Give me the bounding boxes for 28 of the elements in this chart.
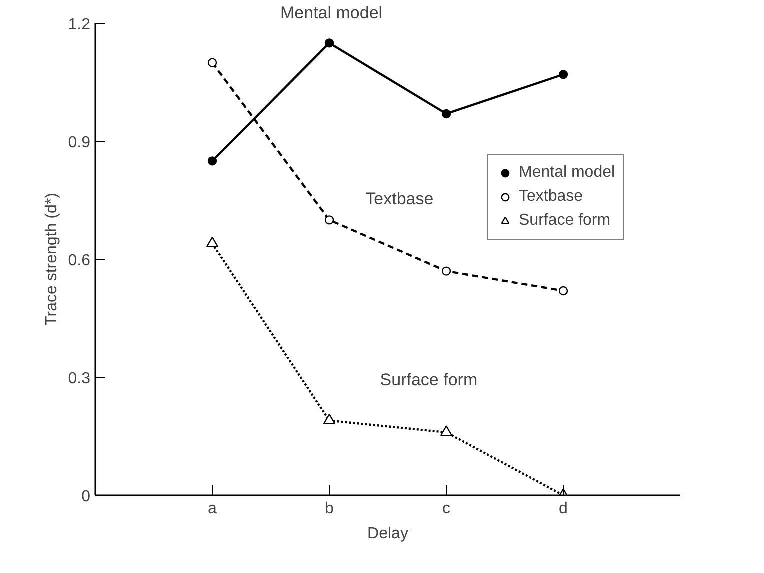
point <box>324 38 334 48</box>
point <box>442 109 452 119</box>
legend-label: Surface form <box>519 212 611 230</box>
point <box>440 426 453 436</box>
x-axis-title: Delay <box>368 526 408 542</box>
point <box>208 156 218 166</box>
y-tick-label: 0.3 <box>68 370 91 388</box>
y-tick-label: 0 <box>82 488 91 506</box>
y-tick-label: 1.2 <box>68 16 91 34</box>
annotation: Surface form <box>380 370 478 390</box>
legend-label: Mental model <box>519 164 616 182</box>
y-tick-label: 0.9 <box>68 134 91 152</box>
point <box>206 236 219 248</box>
point <box>208 58 218 68</box>
y-tick-label: 0.6 <box>68 252 91 270</box>
point <box>558 70 568 80</box>
point <box>558 286 568 296</box>
x-tick-label: a <box>208 500 218 518</box>
x-tick-label: b <box>325 500 334 518</box>
text: Mental model <box>280 4 383 22</box>
annotation: Textbase <box>366 189 434 208</box>
x-tick-label: c <box>442 500 450 518</box>
point <box>324 216 334 225</box>
point <box>323 414 336 425</box>
point <box>442 266 452 276</box>
x-tick-label: d <box>559 500 568 518</box>
y-axis-title: Trace strength (d*) <box>43 193 60 326</box>
legend-label: Textbase <box>519 188 584 206</box>
